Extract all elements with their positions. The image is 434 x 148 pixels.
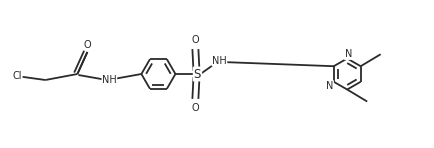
Text: NH: NH [102,75,117,85]
Text: Cl: Cl [13,71,22,81]
Text: N: N [345,49,352,59]
Text: O: O [84,40,91,50]
Text: O: O [192,103,199,113]
Text: S: S [194,67,201,81]
Text: O: O [192,35,199,45]
Text: N: N [326,81,333,91]
Text: NH: NH [212,56,227,66]
